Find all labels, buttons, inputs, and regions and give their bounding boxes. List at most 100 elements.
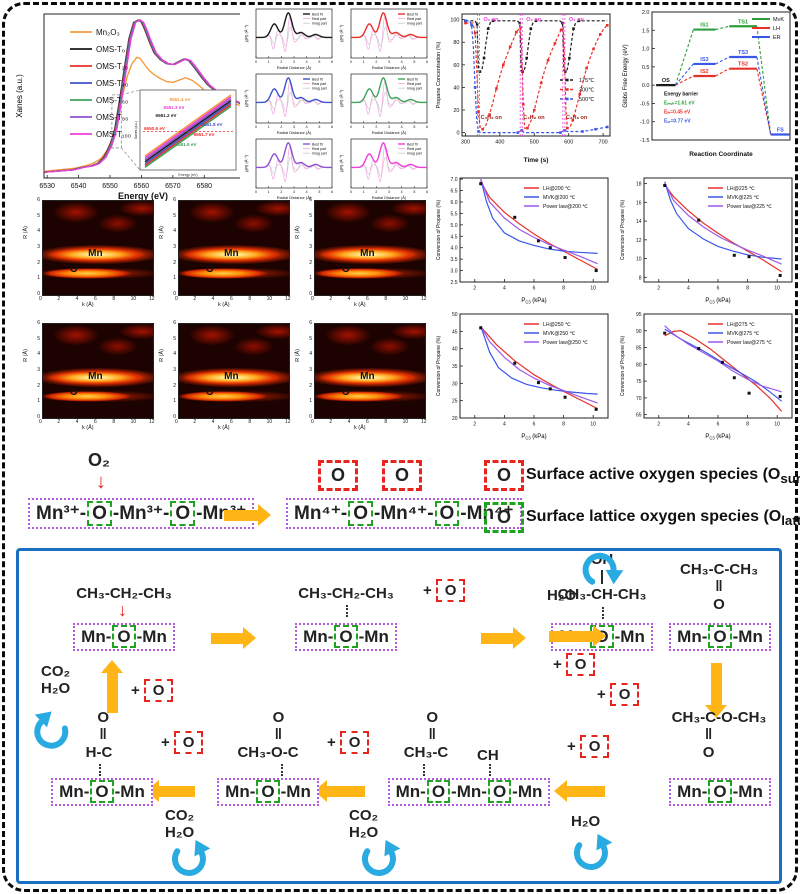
y-axis-label: R (Å) xyxy=(159,226,165,239)
tick-label: 10 xyxy=(130,419,137,425)
data-point xyxy=(481,127,484,131)
mn3-chain-box: Mn³⁺-O-Mn³⁺-O-Mn³⁺ xyxy=(28,498,255,529)
lattice-oxygen: O xyxy=(90,780,114,803)
tick-label: 2 xyxy=(280,190,282,194)
tick-label: 16 xyxy=(636,200,642,206)
tspan: P xyxy=(705,434,709,440)
tick-label: 6 xyxy=(717,286,720,292)
wavelet-heatmap xyxy=(314,323,426,419)
data-point xyxy=(572,27,575,30)
site-atom: Mn⁴⁺ xyxy=(466,503,514,524)
adsorb-arrow-icon: ↓ xyxy=(118,600,127,620)
tick-label: 1 xyxy=(363,60,365,64)
mn-o-mn-site: Mn-O-Mn xyxy=(295,623,397,651)
co2-h2o-release-arrow-icon xyxy=(166,837,216,882)
data-point xyxy=(548,387,552,391)
adsorption-link xyxy=(281,764,283,776)
wavelet-heatmap xyxy=(42,323,154,419)
mn-o-mn-site: Mn-O-Mn xyxy=(73,623,175,651)
step-arrow-2-icon xyxy=(481,627,526,649)
tick-label: -1.0 xyxy=(640,120,649,126)
data-point xyxy=(568,56,571,60)
tick-label: 5 xyxy=(413,190,415,194)
tick-label: 1 xyxy=(37,275,40,282)
data-point xyxy=(488,113,491,116)
active-oxygen-box: O xyxy=(609,683,640,706)
adsorption-link xyxy=(346,605,348,617)
tick-label: 2 xyxy=(280,60,282,64)
tick-label: 2 xyxy=(375,190,377,194)
lattice-oxygen: O xyxy=(426,780,451,803)
tick-label: 6 xyxy=(37,320,40,326)
legend-marker xyxy=(566,78,569,82)
best-fit-line xyxy=(351,12,427,39)
tick-label: 2 xyxy=(37,382,40,389)
tick-label: 2 xyxy=(193,419,197,425)
tick-label: 0 xyxy=(175,419,178,425)
tick-label: 6 xyxy=(426,125,428,129)
step-arrow-4-icon xyxy=(705,663,727,718)
legend-label: OMS-T₂₀ xyxy=(96,62,128,71)
data-point xyxy=(559,131,562,134)
tick-label: 1 xyxy=(173,275,176,282)
tick-label: 5 xyxy=(413,125,415,129)
data-point xyxy=(563,256,567,260)
site-atom: Mn xyxy=(81,627,106,646)
plus-oxygen-1: + O xyxy=(423,579,466,602)
active-oxygen-box: O xyxy=(339,731,370,754)
plus-oxygen-4: + O xyxy=(567,735,610,758)
legend-label: Imag part xyxy=(312,152,327,156)
tick-label: 6560 xyxy=(134,183,150,190)
conversion-chart-275: 2 4 6 8 10 65 70 75 80 85 90 95 PC3 (kPa) Conversion … xyxy=(620,312,793,441)
data-point xyxy=(486,27,490,30)
tick-label: 1 xyxy=(268,60,270,64)
tick-label: 1.0 xyxy=(642,47,650,53)
free-oxygen-box-2: O xyxy=(382,460,423,491)
shell-label-o: O xyxy=(205,264,214,276)
inset-energy-label: 6550.6 eV xyxy=(144,126,166,131)
exafs-fit-panel: 0 1 2 3 4 5 6 Radial Distance (Å) χ(R) (Å⁻³) Best… xyxy=(244,8,333,70)
site-atom: Mn xyxy=(142,627,167,646)
tick-label: 4 xyxy=(173,351,176,358)
propane-adsorbed-molecule: CH₃-CH₂-CH₃ xyxy=(298,585,394,602)
annotation-line: Eₑᵣ=0.77 eV xyxy=(664,118,691,124)
connector-line xyxy=(675,63,694,86)
x-axis-label: k (Å) xyxy=(354,425,366,431)
legend-label: LH@200 ℃ xyxy=(543,186,571,192)
tick-label: 6 xyxy=(533,422,536,428)
data-point xyxy=(548,246,552,250)
data-point xyxy=(778,273,782,277)
tick-label: 3 xyxy=(309,244,312,250)
imag-part-line xyxy=(351,26,427,47)
site-atom: Mn³⁺ xyxy=(119,503,164,524)
x-axis-label: Radial Distance (Å) xyxy=(277,195,312,200)
data-point xyxy=(477,130,480,133)
level-label: TS1 xyxy=(738,19,748,25)
tick-label: 4 xyxy=(309,228,312,235)
data-point xyxy=(577,19,581,23)
co2-label: CO₂ xyxy=(349,807,379,824)
cycle-up-arrow-icon xyxy=(101,660,123,713)
series-line xyxy=(480,181,598,270)
series-line xyxy=(664,181,782,260)
gibbs-energy-chart: -1.5 -1.0 -0.5 0.0 0.5 1.0 1.5 2.0 Reaction Coor… xyxy=(623,10,791,158)
tick-label: -1.5 xyxy=(640,138,649,144)
tick-label: 80 xyxy=(636,362,642,368)
y-axis-label: Conversion of Propane (%) xyxy=(620,336,626,397)
data-point xyxy=(553,42,557,45)
y-axis-label: R (Å) xyxy=(23,226,29,239)
x-axis-label: Radial Distance (Å) xyxy=(277,130,312,135)
o2-on-label: O₂ on xyxy=(569,17,585,23)
ch-species-label: CH xyxy=(477,747,499,764)
tick-label: 12 xyxy=(285,296,291,302)
tick-label: 1 xyxy=(363,190,365,194)
tick-label: 80 xyxy=(453,40,459,46)
x-axis-label: k (Å) xyxy=(218,302,230,308)
tick-label: 12 xyxy=(285,419,291,425)
inset-energy-label: 6551.8 eV xyxy=(202,122,224,127)
data-point xyxy=(605,23,609,27)
tick-label: 6 xyxy=(94,296,97,302)
legend-active-oxygen-text: Surface active oxygen species (Osur) xyxy=(526,466,800,486)
site-7: Mn- O -Mn- O -Mn xyxy=(387,778,551,806)
tick-label: 3 xyxy=(388,190,390,194)
